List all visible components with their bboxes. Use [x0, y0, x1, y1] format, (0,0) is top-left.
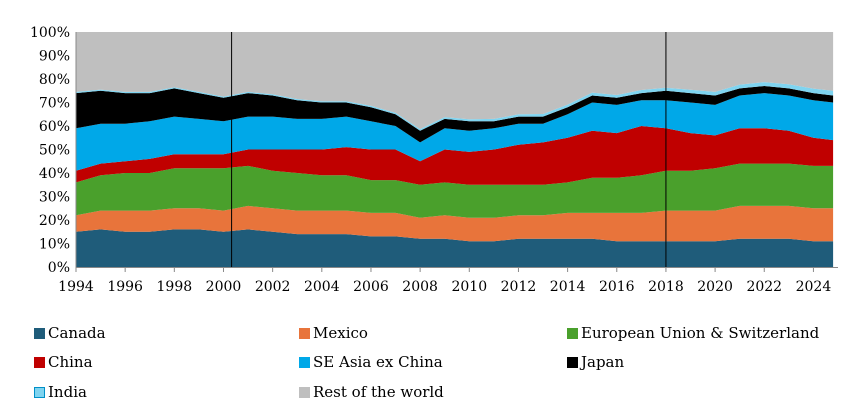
x-tick-label: 1996	[107, 279, 143, 295]
legend-label-india: India	[48, 383, 87, 401]
area-china	[76, 126, 834, 185]
legend-label-japan: Japan	[581, 353, 625, 371]
y-tick-label: 90%	[39, 49, 70, 65]
area-japan	[76, 86, 834, 143]
x-tick-label: 2024	[796, 279, 832, 295]
area-rest-of-the-world	[76, 32, 834, 130]
y-tick-label: 80%	[39, 72, 70, 88]
y-tick-label: 40%	[39, 166, 70, 182]
legend-item-japan: Japan	[567, 351, 624, 373]
legend-label-china: China	[48, 353, 93, 371]
legend-swatch-rest-of-world	[299, 386, 310, 398]
x-tick-label: 1994	[58, 279, 94, 295]
legend-item-china: China	[34, 351, 93, 373]
x-tick-label: 2000	[206, 279, 242, 295]
x-tick-label: 2010	[451, 279, 487, 295]
legend-swatch-eu-switzerland	[567, 327, 578, 339]
legend-label-canada: Canada	[48, 324, 106, 342]
x-tick-label: 2014	[550, 279, 586, 295]
legend-item-india: India	[34, 381, 87, 403]
y-tick-label: 50%	[39, 143, 70, 159]
area-india	[76, 82, 834, 131]
legend-swatch-mexico	[299, 327, 310, 339]
legend-item-mexico: Mexico	[299, 322, 368, 344]
x-tick-labels: 1994 1996 1998 2000 2002 2004 2006 2008 2010 2012…	[58, 267, 831, 295]
x-tick-label: 2012	[501, 279, 537, 295]
legend-swatch-india	[34, 386, 45, 398]
area-series-group	[76, 32, 834, 267]
y-tick-labels: 0% 10% 20% 30% 40% 50% 60% 70% 80% 90% 100%	[30, 25, 70, 276]
legend-label-eu-switzerland: European Union & Switzerland	[581, 324, 820, 342]
x-tick-label: 2020	[697, 279, 733, 295]
legend: Canada Mexico European Union & Switzerla…	[0, 318, 851, 412]
x-tick-label: 2022	[746, 279, 782, 295]
y-tick-label: 10%	[39, 237, 70, 253]
stacked-area-chart: 0%10%20%30%40%50%60%70%80%90%100% 1994 19…	[30, 25, 838, 295]
y-tick-label: 60%	[39, 119, 70, 135]
area-mexico	[76, 205, 834, 242]
x-tick-label: 1998	[157, 279, 193, 295]
legend-swatch-se-asia	[299, 356, 310, 368]
legend-item-eu-switzerland: European Union & Switzerland	[567, 322, 819, 344]
legend-item-se-asia: SE Asia ex China	[299, 351, 443, 373]
x-tick-label: 2002	[255, 279, 291, 295]
legend-swatch-canada	[34, 327, 45, 339]
legend-swatch-china	[34, 356, 45, 368]
legend-swatch-japan	[567, 356, 578, 368]
x-tick-label: 2006	[353, 279, 389, 295]
x-tick-label: 2004	[304, 279, 340, 295]
y-tick-label: 30%	[39, 190, 70, 206]
x-tick-label: 2018	[648, 279, 684, 295]
area-canada	[76, 229, 834, 267]
axes	[75, 32, 838, 268]
y-tick-label: 20%	[39, 213, 70, 229]
x-tick-label: 2016	[599, 279, 635, 295]
y-tick-label: 0%	[48, 260, 70, 276]
area-european-union-and-switzerland	[76, 163, 834, 218]
y-tick-label: 70%	[39, 96, 70, 112]
vertical-markers	[231, 32, 667, 267]
legend-label-rest-of-world: Rest of the world	[313, 383, 444, 401]
legend-label-mexico: Mexico	[313, 324, 368, 342]
area-se-asia-ex-china	[76, 93, 834, 171]
x-tick-label: 2008	[402, 279, 438, 295]
legend-item-canada: Canada	[34, 322, 106, 344]
y-tick-label: 100%	[30, 25, 70, 41]
legend-label-se-asia: SE Asia ex China	[313, 353, 443, 371]
legend-item-rest-of-world: Rest of the world	[299, 381, 444, 403]
